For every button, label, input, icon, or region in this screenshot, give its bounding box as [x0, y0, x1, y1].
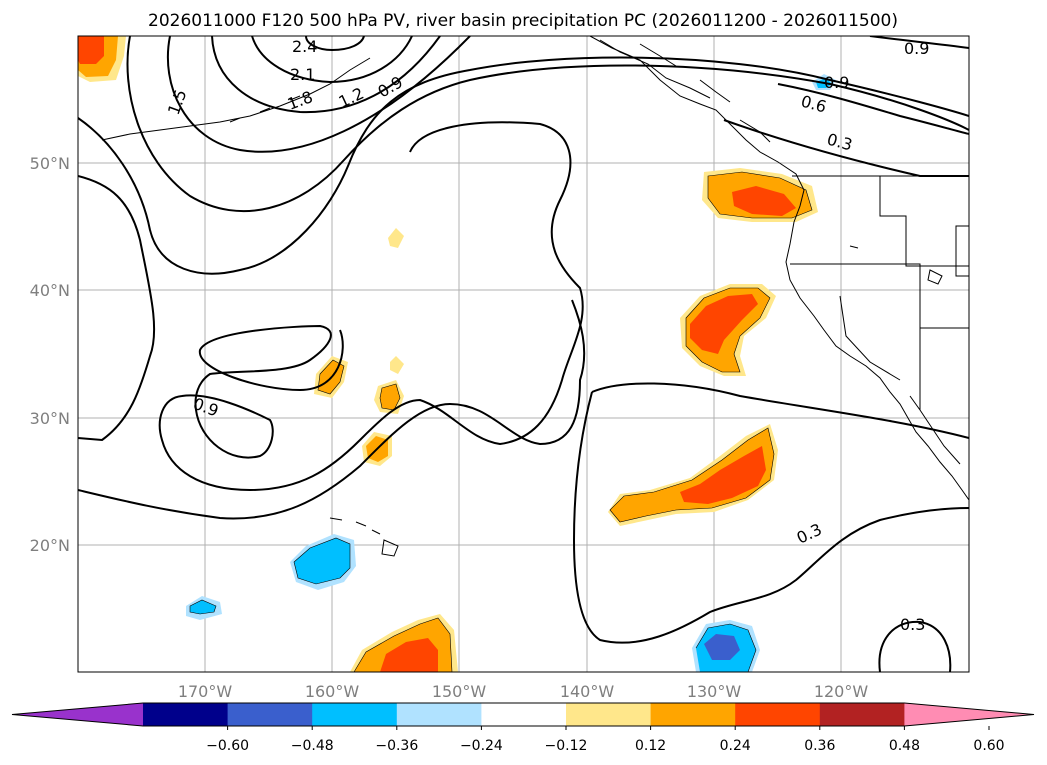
colorbar-tick-label: 0.60	[973, 738, 1004, 754]
map-background	[78, 36, 969, 672]
contour-0.9-centre	[158, 121, 584, 492]
contour-0.3-north	[723, 119, 969, 177]
lake-shape	[955, 225, 969, 277]
contour-label: 2.1	[290, 65, 315, 84]
colorbar-tick-label: 0.24	[720, 738, 751, 754]
map-frame	[77, 35, 970, 673]
interior-lakes	[849, 245, 943, 285]
precip-blob-pacific-northwest	[702, 168, 818, 222]
contour-1.8	[211, 36, 441, 114]
contour-0.3-se	[878, 620, 952, 672]
baja-coast	[909, 395, 961, 465]
colorbar-tick-label: −0.48	[291, 738, 334, 754]
colorbar-segment	[650, 703, 736, 726]
latitude-labels: 50°N 40°N 30°N 20°N	[30, 154, 70, 555]
contour-1.2	[126, 36, 969, 213]
contour-label: 0.3	[900, 615, 925, 634]
contour-1.5	[166, 36, 471, 153]
contour-2.1	[251, 36, 413, 84]
lat-label: 40°N	[30, 281, 70, 300]
precip-outlines	[189, 171, 813, 672]
colorbar-segment	[396, 703, 482, 726]
contour-0.9-south	[78, 299, 586, 520]
longitude-labels: 170°W 160°W 150°W 140°W 130°W 120°W	[178, 682, 869, 701]
contour-0.3-south	[572, 391, 969, 644]
lon-label: 140°W	[560, 682, 615, 701]
colorbar-segment	[566, 703, 652, 726]
colorbar-tick-label: −0.36	[375, 738, 418, 754]
state-border-3	[839, 295, 921, 410]
contour-0.3-mid	[591, 382, 969, 439]
lat-label: 30°N	[30, 409, 70, 428]
lat-label: 20°N	[30, 536, 70, 555]
colorbar-tick-label: −0.24	[460, 738, 503, 754]
colorbar-extend-low	[12, 703, 143, 726]
contour-0.6	[777, 83, 969, 135]
colorbar-segment	[735, 703, 821, 726]
hawaii-islands	[329, 517, 399, 557]
aleutian-islands	[101, 57, 371, 141]
contour-label: 0.9	[824, 73, 849, 92]
colorbar-tick-label: 0.48	[889, 738, 920, 754]
colorbar-tick-label: −0.12	[545, 738, 588, 754]
lon-label: 150°W	[432, 682, 487, 701]
lat-label: 50°N	[30, 154, 70, 173]
contour-0.9-north	[78, 56, 969, 275]
state-border-2	[790, 263, 969, 329]
alaska-islands	[599, 39, 771, 143]
lon-label: 170°W	[178, 682, 233, 701]
contour-label: 0.9	[904, 39, 929, 58]
map-panel: 2.4 2.1 1.8 1.5 1.2 0.9 0.9 0.9 0.6 0.3 …	[30, 35, 970, 701]
colorbar-segment	[227, 703, 313, 726]
lon-label: 130°W	[687, 682, 742, 701]
precip-blob-south-central	[350, 614, 458, 672]
colorbar: −0.60 −0.48 −0.36 −0.24 −0.12 0.12 0.24 0.36 0.4…	[11, 702, 1035, 754]
precip-blob-california-offshore	[680, 284, 776, 376]
contour-label: 2.4	[292, 37, 317, 56]
precip-blob-nw-corner	[78, 36, 126, 82]
colorbar-ticks: −0.60 −0.48 −0.36 −0.24 −0.12 0.12 0.24 0.36 0.4…	[206, 726, 1005, 754]
contour-west	[78, 175, 156, 442]
contour-0.9-top-right	[869, 36, 969, 49]
colorbar-tick-label: 0.12	[635, 738, 666, 754]
contour-2.4	[305, 36, 365, 52]
colorbar-outline	[11, 702, 1035, 727]
colorbar-segments	[11, 702, 1035, 727]
pv-contours	[78, 36, 969, 672]
colorbar-tick-label: −0.60	[206, 738, 249, 754]
colorbar-segment	[481, 703, 567, 726]
figure-title: 2026011000 F120 500 hPa PV, river basin …	[148, 11, 898, 31]
graticule	[78, 36, 969, 672]
colorbar-segment	[143, 703, 229, 726]
colorbar-extend-high	[904, 703, 1034, 726]
lon-label: 160°W	[305, 682, 360, 701]
precip-shading	[78, 36, 836, 672]
lon-label: 120°W	[814, 682, 869, 701]
state-border-1	[879, 176, 969, 267]
colorbar-segment	[819, 703, 905, 726]
colorbar-tick-label: 0.36	[804, 738, 835, 754]
colorbar-segment	[312, 703, 398, 726]
